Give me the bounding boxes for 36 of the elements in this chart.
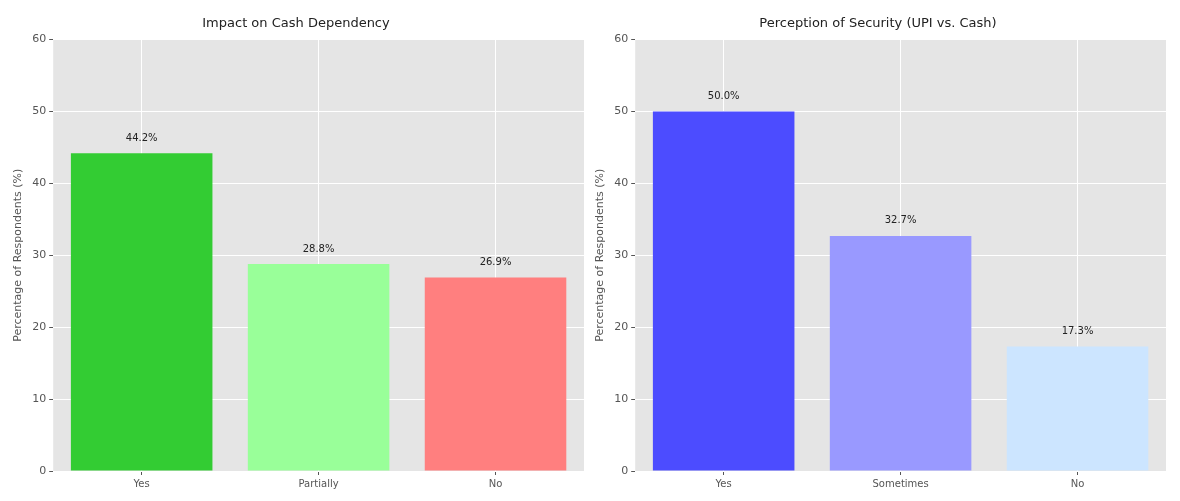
- bar: [652, 111, 795, 471]
- y-tick-label: 50: [614, 104, 629, 118]
- y-axis-title: Percentage of Respondents (%): [11, 168, 25, 342]
- y-tick-label: 10: [614, 391, 629, 405]
- chart-title: Impact on Cash Dependency: [202, 15, 391, 31]
- chart-title: Perception of Security (UPI vs. Cash): [759, 15, 997, 31]
- data-label: 17.3%: [1061, 325, 1094, 337]
- bar: [247, 263, 390, 471]
- y-tick-label: 20: [614, 320, 629, 334]
- y-axis-title: Percentage of Respondents (%): [593, 168, 607, 342]
- x-tick-label: Partially: [298, 477, 339, 489]
- data-label: 26.9%: [479, 256, 512, 268]
- x-tick-label: No: [488, 477, 503, 489]
- y-tick-label: 60: [614, 32, 629, 46]
- y-tick-label: 60: [32, 32, 47, 46]
- x-tick-label: Yes: [714, 477, 732, 489]
- data-label: 32.7%: [884, 214, 917, 226]
- x-tick-label: Yes: [132, 477, 150, 489]
- y-tick-label: 40: [32, 176, 47, 190]
- y-tick-label: 30: [32, 248, 47, 262]
- y-tick-label: 50: [32, 104, 47, 118]
- y-tick-label: 30: [614, 248, 629, 262]
- y-tick-label: 0: [39, 463, 47, 477]
- x-tick-label: No: [1070, 477, 1085, 489]
- data-label: 28.8%: [302, 242, 335, 254]
- bar: [70, 153, 213, 471]
- y-tick-label: 20: [32, 320, 47, 334]
- data-label: 50.0%: [707, 90, 740, 102]
- y-tick-label: 0: [621, 463, 629, 477]
- y-tick-label: 40: [614, 176, 629, 190]
- data-label: 44.2%: [125, 131, 158, 143]
- x-tick-label: Sometimes: [872, 477, 929, 489]
- bar: [1006, 346, 1149, 471]
- y-tick-label: 10: [32, 391, 47, 405]
- bar: [424, 277, 567, 471]
- bar: [829, 235, 972, 471]
